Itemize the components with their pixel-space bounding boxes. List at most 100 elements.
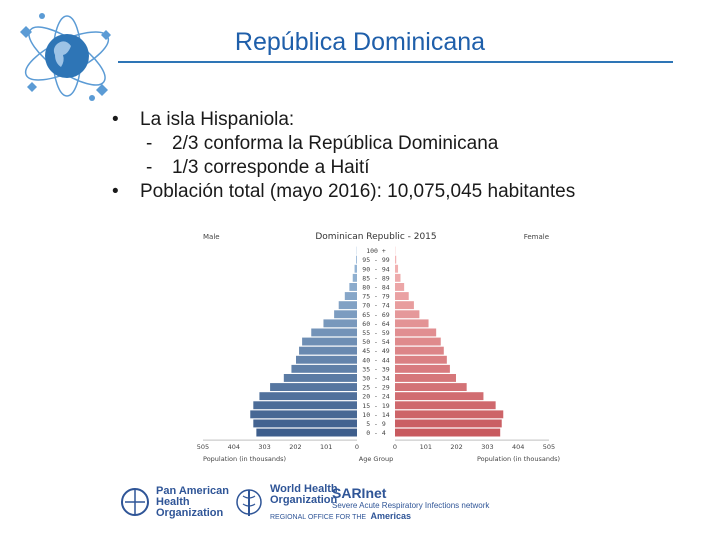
female-bar bbox=[395, 273, 401, 282]
age-group-label: 50 - 54 bbox=[362, 338, 389, 346]
who-name-1: World Health bbox=[270, 483, 338, 495]
female-bar bbox=[395, 310, 420, 319]
x-tick-left: 0 bbox=[355, 443, 359, 451]
female-bar bbox=[395, 410, 504, 419]
female-bar bbox=[395, 328, 437, 337]
female-bar bbox=[395, 419, 502, 428]
paho-emblem-icon bbox=[121, 488, 149, 516]
male-bar bbox=[259, 392, 357, 401]
female-bar bbox=[395, 392, 484, 401]
age-group-label: 25 - 29 bbox=[362, 384, 389, 392]
x-tick-left: 505 bbox=[197, 443, 209, 451]
male-bar bbox=[356, 255, 357, 264]
age-group-label: 70 - 74 bbox=[362, 302, 389, 310]
age-group-label: 95 - 99 bbox=[362, 256, 389, 264]
age-group-label: 0 - 4 bbox=[366, 429, 386, 437]
male-bar bbox=[283, 374, 357, 382]
who-regional-sub: REGIONAL OFFICE FOR THE bbox=[270, 514, 367, 521]
x-tick-left: 202 bbox=[289, 443, 301, 451]
male-bar bbox=[253, 419, 357, 428]
male-label: Male bbox=[203, 233, 220, 241]
male-bar bbox=[349, 283, 357, 291]
female-bar bbox=[395, 346, 444, 355]
female-bar bbox=[395, 264, 399, 273]
bullet-text: Población total (mayo 2016): 10,075,045 … bbox=[140, 181, 576, 202]
age-group-label: 55 - 59 bbox=[362, 329, 389, 337]
x-tick-left: 303 bbox=[258, 443, 270, 451]
x-tick-left: 404 bbox=[228, 443, 240, 451]
population-pyramid-chart: Male Dominican Republic - 2015 Female 100 +… bbox=[195, 226, 567, 474]
female-bar bbox=[395, 374, 456, 382]
age-group-label: 100 + bbox=[366, 247, 386, 255]
female-bar bbox=[395, 364, 450, 373]
male-bar bbox=[253, 401, 357, 410]
who-emblem-icon bbox=[236, 489, 262, 516]
age-group-label: 35 - 39 bbox=[362, 365, 389, 373]
footer-logos: Pan American Health Organization World H… bbox=[120, 484, 520, 530]
female-bar bbox=[395, 255, 397, 264]
male-bar bbox=[270, 383, 357, 391]
sub-bullet-item: -1/3 corresponde a Haití bbox=[112, 156, 575, 180]
age-group-label: 10 - 14 bbox=[362, 411, 389, 419]
slide-title: República Dominicana bbox=[234, 28, 486, 56]
x-axis-label-left: Population (in thousands) bbox=[203, 455, 286, 463]
male-bar bbox=[250, 410, 357, 419]
who-logo: World Health Organization REGIONAL OFFIC… bbox=[232, 484, 411, 524]
paho-name-3: Organization bbox=[156, 506, 224, 519]
male-bar bbox=[299, 346, 357, 355]
chart-title: Dominican Republic - 2015 bbox=[315, 232, 436, 242]
age-group-label: 75 - 79 bbox=[362, 293, 389, 301]
age-group-label: 65 - 69 bbox=[362, 311, 389, 319]
population-pyramid-svg: Male Dominican Republic - 2015 Female 100 +… bbox=[197, 232, 560, 463]
bullet-item: • Población total (mayo 2016): 10,075,045… bbox=[112, 180, 575, 204]
x-tick-right: 202 bbox=[450, 443, 462, 451]
male-bar bbox=[334, 310, 357, 319]
age-group-label: 5 - 9 bbox=[366, 420, 386, 428]
age-group-label: 90 - 94 bbox=[362, 265, 389, 273]
x-tick-right: 0 bbox=[393, 443, 397, 451]
paho-name-1: Pan American bbox=[156, 484, 229, 497]
sub-bullet-dash: - bbox=[146, 157, 153, 178]
female-bar bbox=[395, 301, 414, 310]
who-name-2: Organization bbox=[270, 494, 338, 506]
age-group-label: 45 - 49 bbox=[362, 347, 389, 355]
institution-logo bbox=[12, 6, 122, 106]
sarinet-name: SARInet bbox=[332, 485, 387, 501]
female-bar bbox=[395, 292, 409, 300]
bullet-dot: • bbox=[112, 109, 119, 130]
x-tick-right: 505 bbox=[543, 443, 555, 451]
female-bar bbox=[395, 401, 496, 410]
female-bar bbox=[395, 383, 467, 391]
male-bar bbox=[338, 301, 357, 310]
x-axis-label-center: Age Group bbox=[359, 455, 393, 463]
x-tick-left: 101 bbox=[320, 443, 332, 451]
bullet-dot: • bbox=[112, 181, 119, 202]
age-group-label: 40 - 44 bbox=[362, 356, 389, 364]
sub-bullet-dash: - bbox=[146, 133, 153, 154]
male-bar bbox=[354, 264, 357, 273]
sub-bullet-item: -2/3 conforma la República Dominicana bbox=[112, 132, 575, 156]
bullet-list: • La isla Hispaniola: -2/3 conforma la Re… bbox=[112, 108, 575, 204]
x-tick-right: 404 bbox=[512, 443, 524, 451]
age-group-label: 60 - 64 bbox=[362, 320, 389, 328]
female-bar bbox=[395, 283, 405, 291]
paho-logo: Pan American Health Organization bbox=[120, 484, 229, 520]
female-bar bbox=[395, 355, 447, 364]
age-group-label: 80 - 84 bbox=[362, 284, 389, 292]
sub-bullet-text: 1/3 corresponde a Haití bbox=[172, 157, 370, 178]
bullet-item: • La isla Hispaniola: bbox=[112, 108, 575, 132]
female-bar bbox=[395, 319, 429, 328]
female-bar bbox=[395, 428, 501, 437]
bullet-text: La isla Hispaniola: bbox=[140, 109, 295, 130]
paho-name-2: Health bbox=[156, 495, 190, 508]
male-bar bbox=[291, 364, 357, 373]
male-bar bbox=[296, 355, 357, 364]
female-bar bbox=[395, 337, 441, 346]
age-group-label: 30 - 34 bbox=[362, 375, 389, 383]
male-bar bbox=[311, 328, 357, 337]
x-tick-right: 101 bbox=[420, 443, 432, 451]
male-bar bbox=[323, 319, 357, 328]
male-bar bbox=[352, 273, 357, 282]
age-group-label: 20 - 24 bbox=[362, 393, 389, 401]
x-axis-label-right: Population (in thousands) bbox=[477, 455, 560, 463]
